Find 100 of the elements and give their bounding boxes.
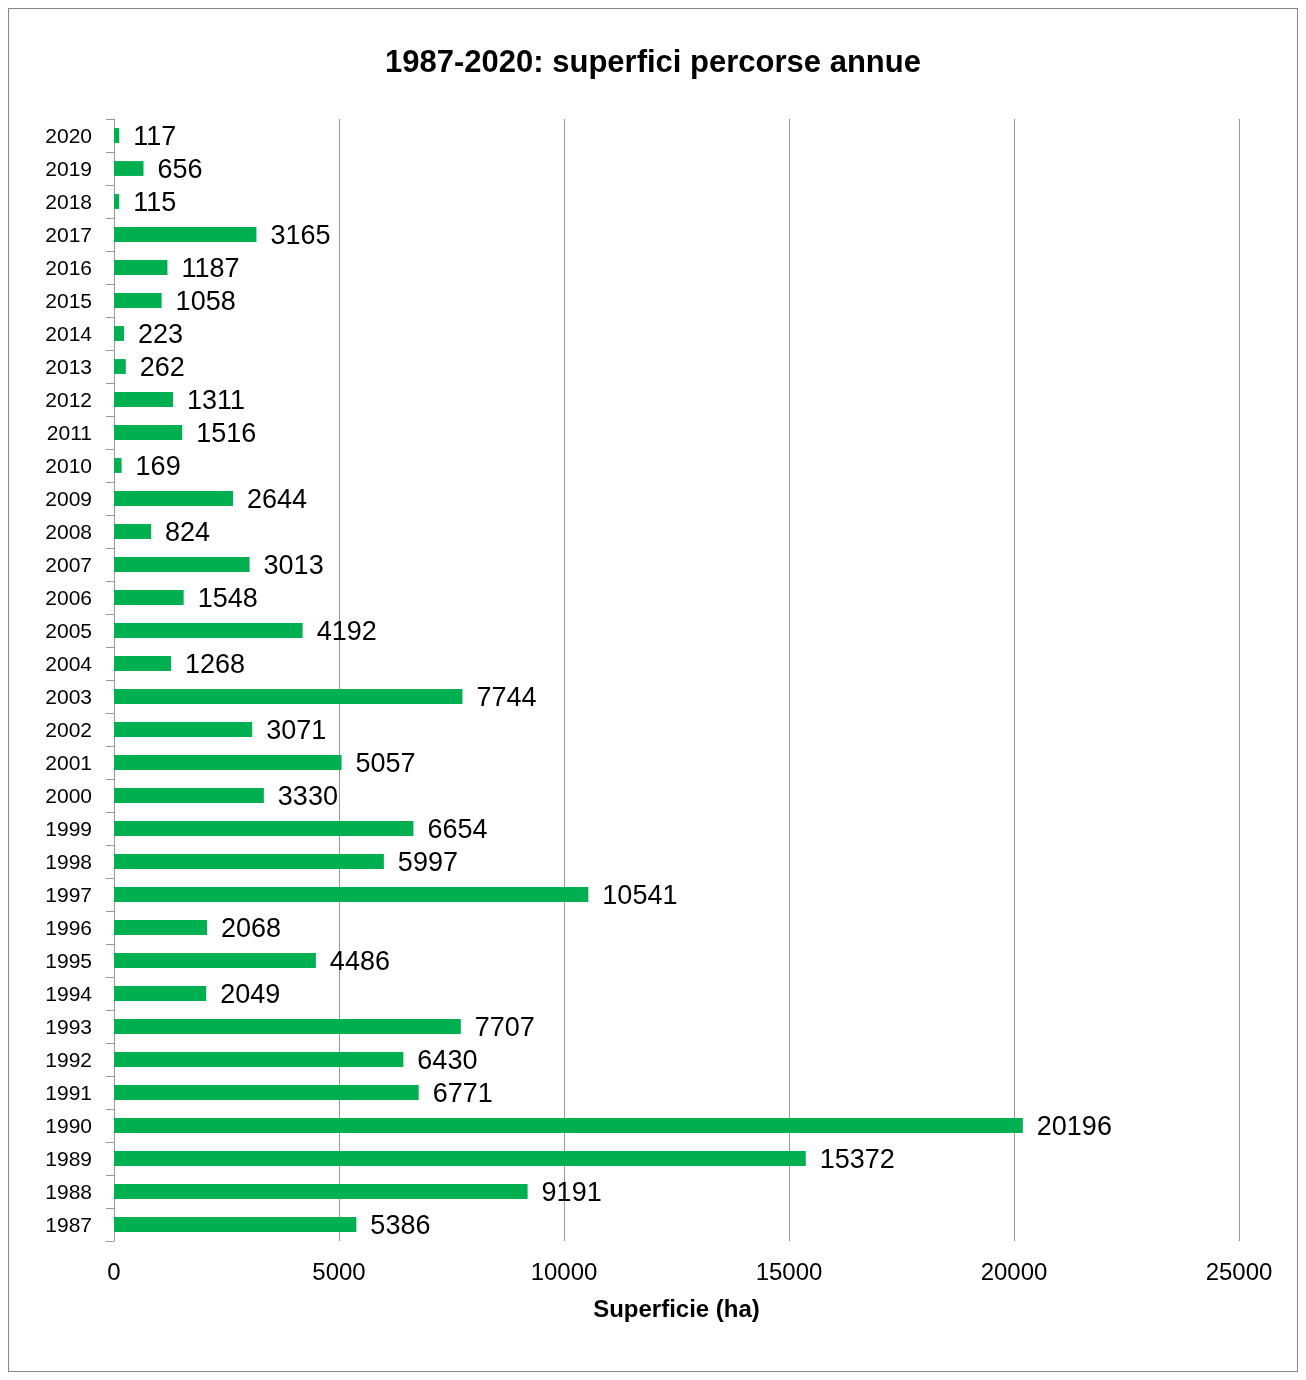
bar (114, 986, 207, 1001)
bar (114, 1151, 806, 1166)
data-label: 10541 (602, 879, 678, 910)
data-label: 2644 (246, 483, 308, 514)
y-tick-label: 2016 (45, 256, 92, 279)
y-tick-label: 2000 (45, 784, 92, 807)
y-tick-label: 1993 (45, 1015, 92, 1038)
y-tick-label: 2017 (45, 223, 92, 246)
data-label: 5997 (397, 846, 458, 877)
bar (114, 755, 342, 770)
data-label: 115 (133, 186, 177, 217)
data-label: 1268 (185, 648, 246, 679)
y-tick-label: 1988 (45, 1180, 92, 1203)
data-label: 3330 (277, 780, 338, 811)
data-label: 169 (135, 450, 181, 481)
data-label: 5057 (355, 747, 416, 778)
bar (114, 293, 162, 308)
data-label: 2068 (221, 912, 282, 943)
y-tick-label: 2014 (45, 322, 93, 345)
y-tick-label: 2005 (45, 619, 92, 642)
bar (114, 1052, 404, 1067)
data-label: 4192 (316, 615, 377, 646)
y-tick-label: 2018 (45, 190, 92, 213)
y-tick-label: 2010 (45, 454, 92, 477)
data-label: 5386 (370, 1209, 431, 1240)
data-label: 1548 (197, 582, 258, 613)
y-tick-label: 2002 (45, 718, 92, 741)
y-tick-label: 1994 (45, 982, 93, 1005)
bar (114, 1217, 357, 1232)
data-label: 3013 (263, 549, 324, 580)
bar (114, 326, 125, 341)
data-label: 656 (157, 153, 203, 184)
y-tick-label: 2011 (46, 421, 92, 444)
bar (114, 1118, 1023, 1133)
x-tick-label: 0 (107, 1257, 121, 1285)
bar (114, 689, 463, 704)
x-axis-title: Superficie (ha) (593, 1294, 760, 1322)
data-label: 4486 (329, 945, 390, 976)
y-tick-label: 1999 (45, 817, 92, 840)
bar (114, 887, 589, 902)
data-label: 6430 (417, 1044, 478, 1075)
bar (114, 524, 152, 539)
bar (114, 194, 120, 209)
data-label: 3165 (270, 219, 331, 250)
y-tick-label: 2007 (45, 553, 92, 576)
data-label: 15372 (819, 1143, 895, 1174)
bar (114, 128, 120, 143)
x-tick-label: 10000 (530, 1257, 598, 1285)
y-tick-label: 1995 (45, 949, 92, 972)
bar (114, 1085, 419, 1100)
x-tick-label: 25000 (1205, 1257, 1273, 1285)
data-label: 1187 (181, 252, 240, 283)
data-label: 262 (139, 351, 185, 382)
data-label: 1516 (196, 417, 257, 448)
data-label: 20196 (1036, 1110, 1112, 1141)
bar (114, 788, 264, 803)
y-tick-label: 1996 (45, 916, 92, 939)
x-tick-label: 15000 (755, 1257, 823, 1285)
y-tick-label: 2013 (45, 355, 92, 378)
x-tick-label: 20000 (980, 1257, 1048, 1285)
y-tick-label: 2009 (45, 487, 92, 510)
y-tick-label: 1991 (45, 1081, 92, 1104)
bar (114, 656, 172, 671)
bar (114, 392, 173, 407)
bar (114, 161, 144, 176)
data-label: 7744 (476, 681, 537, 712)
x-tick-label: 5000 (312, 1257, 366, 1285)
bar (114, 1019, 461, 1034)
bar (114, 953, 316, 968)
bar (114, 458, 122, 473)
bar (114, 920, 208, 935)
bar (114, 590, 184, 605)
y-tick-label: 1998 (45, 850, 92, 873)
data-label: 2049 (220, 978, 281, 1009)
bar (114, 260, 168, 275)
chart-title: 1987-2020: superfici percorse annue (385, 44, 921, 79)
bar (114, 821, 414, 836)
data-label: 1058 (175, 285, 236, 316)
y-tick-label: 1992 (45, 1048, 92, 1071)
bar (114, 425, 183, 440)
y-tick-label: 2020 (45, 124, 92, 147)
data-label: 6654 (427, 813, 488, 844)
y-tick-label: 2015 (45, 289, 92, 312)
y-tick-label: 1989 (45, 1147, 92, 1170)
y-tick-label: 1990 (45, 1114, 92, 1137)
y-tick-label: 1997 (45, 883, 92, 906)
y-tick-label: 2019 (45, 157, 92, 180)
data-label: 6771 (432, 1077, 493, 1108)
bar (114, 227, 257, 242)
bar (114, 623, 303, 638)
data-label: 223 (138, 318, 184, 349)
data-label: 7707 (474, 1011, 535, 1042)
y-tick-label: 2004 (45, 652, 93, 675)
data-label: 9191 (541, 1176, 602, 1207)
bar (114, 491, 233, 506)
bar (114, 722, 253, 737)
y-tick-label: 2003 (45, 685, 92, 708)
bar (114, 1184, 528, 1199)
data-label: 824 (165, 516, 211, 547)
data-label: 3071 (266, 714, 327, 745)
